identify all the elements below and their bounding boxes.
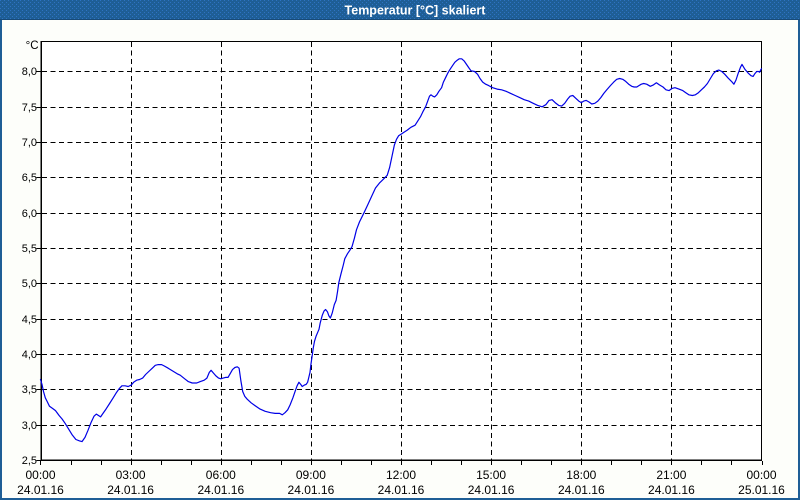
svg-text:4,5: 4,5 [22,314,37,326]
svg-text:24.01.16: 24.01.16 [197,483,244,497]
svg-text:00:00: 00:00 [746,468,776,482]
svg-text:3,5: 3,5 [22,384,37,396]
svg-text:03:00: 03:00 [116,468,146,482]
svg-text:8,0: 8,0 [22,66,37,78]
svg-text:5,5: 5,5 [22,243,37,255]
svg-text:2,5: 2,5 [22,455,37,467]
svg-text:15:00: 15:00 [476,468,506,482]
svg-text:7,0: 7,0 [22,137,37,149]
svg-text:Temperatur [°C] skaliert: Temperatur [°C] skaliert [345,4,487,18]
svg-text:24.01.16: 24.01.16 [378,483,425,497]
svg-text:6,5: 6,5 [22,172,37,184]
svg-text:09:00: 09:00 [296,468,326,482]
svg-text:06:00: 06:00 [206,468,236,482]
svg-text:21:00: 21:00 [656,468,686,482]
svg-text:24.01.16: 24.01.16 [107,483,154,497]
svg-text:24.01.16: 24.01.16 [468,483,515,497]
svg-text:24.01.16: 24.01.16 [648,483,695,497]
svg-text:°C: °C [26,40,39,52]
svg-text:24.01.16: 24.01.16 [288,483,335,497]
svg-text:6,0: 6,0 [22,208,37,220]
svg-text:00:00: 00:00 [25,468,55,482]
svg-text:18:00: 18:00 [566,468,596,482]
svg-text:7,5: 7,5 [22,102,37,114]
svg-text:24.01.16: 24.01.16 [558,483,605,497]
svg-text:4,0: 4,0 [22,349,37,361]
svg-text:25.01.16: 25.01.16 [738,483,785,497]
svg-text:5,0: 5,0 [22,278,37,290]
svg-text:12:00: 12:00 [386,468,416,482]
svg-text:3,0: 3,0 [22,420,37,432]
svg-text:24.01.16: 24.01.16 [17,483,64,497]
